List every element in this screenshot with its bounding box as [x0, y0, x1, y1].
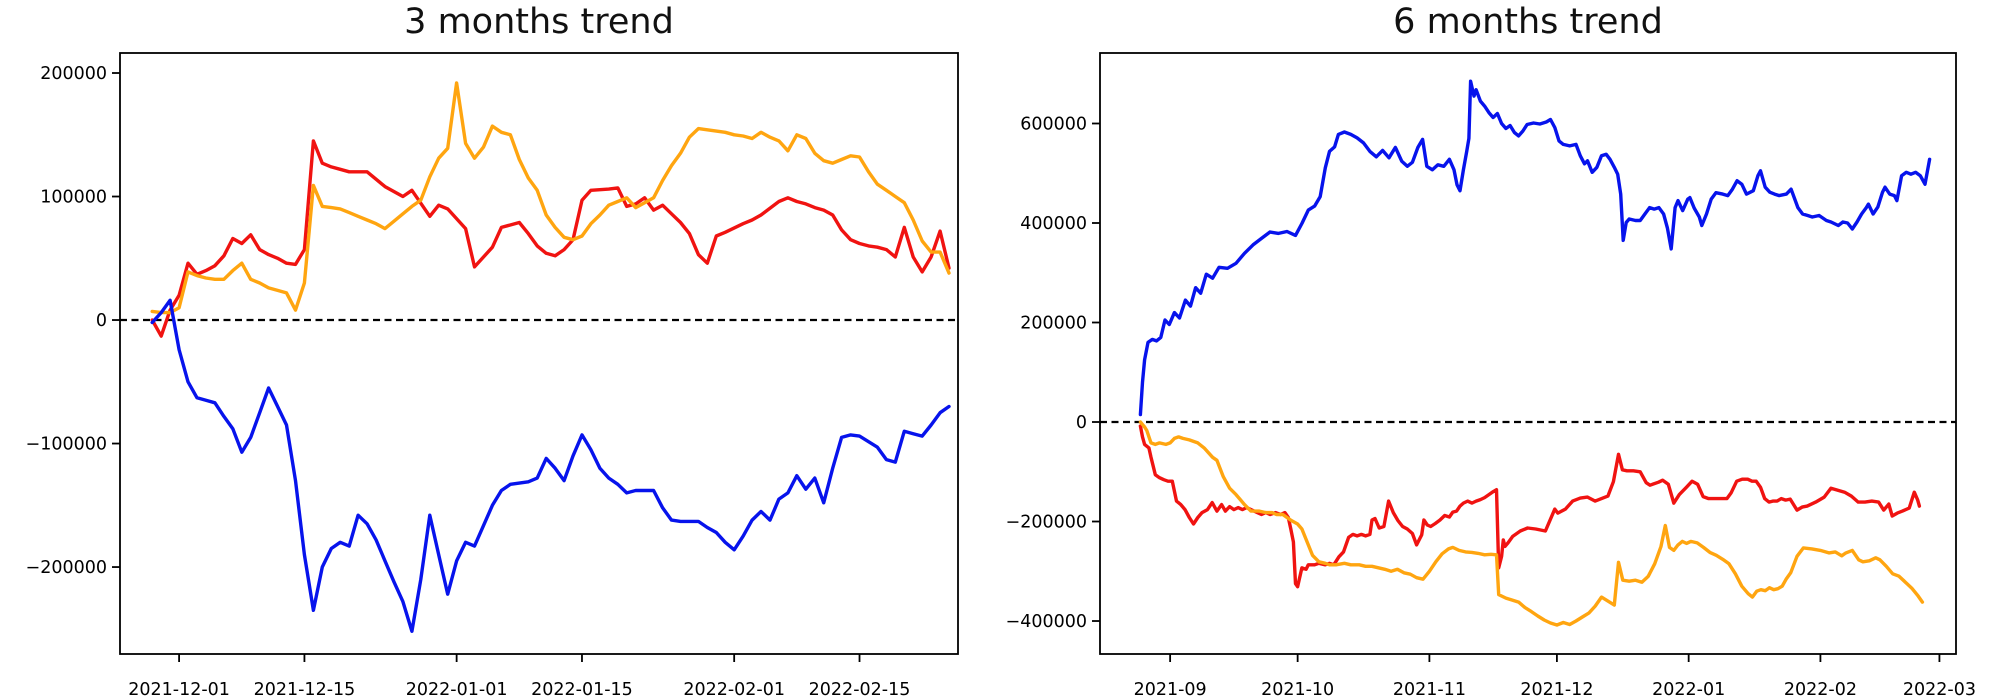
- y-tick-label: −200000: [26, 558, 107, 578]
- left-chart-title: 3 months trend: [404, 2, 674, 42]
- y-tick-label: 400000: [1020, 214, 1087, 234]
- blue-series-line: [1138, 79, 1932, 417]
- orange-series-line: [150, 81, 951, 315]
- y-tick-label: −400000: [1006, 612, 1087, 632]
- x-tick-label: 2021-09: [1134, 680, 1207, 700]
- x-tick-label: 2022-03: [1903, 680, 1976, 700]
- right-chart-title: 6 months trend: [1393, 2, 1663, 42]
- y-tick-label: 200000: [1020, 314, 1087, 334]
- red-series-line: [1138, 424, 1922, 589]
- x-tick-label: 2022-01-01: [406, 680, 508, 700]
- y-tick-label: 200000: [40, 64, 107, 84]
- x-tick-label: 2022-01: [1652, 680, 1725, 700]
- right-chart: 2021-09 2021-10 2021-11 2021-12 2022-01 2022-…: [1006, 52, 1976, 700]
- x-tick-label: 2022-02: [1784, 680, 1857, 700]
- x-tick-label: 2021-12-01: [128, 680, 230, 700]
- x-tick-label: 2021-11: [1393, 680, 1466, 700]
- y-tick-label: 600000: [1020, 114, 1087, 134]
- x-tick-label: 2021-12-15: [254, 680, 356, 700]
- plot-border: [119, 52, 959, 655]
- y-tick-label: 0: [1076, 413, 1087, 433]
- y-tick-label: 0: [96, 311, 107, 331]
- left-chart: 2021-12-01 2021-12-15 2022-01-01 2022-01-15…: [26, 52, 959, 700]
- orange-series-line: [1138, 420, 1925, 627]
- x-tick-label: 2021-10: [1261, 680, 1334, 700]
- red-series-line: [150, 139, 951, 338]
- x-tick-label: 2022-02-15: [809, 680, 911, 700]
- plot-border: [1099, 52, 1957, 655]
- y-tick-label: −200000: [1006, 513, 1087, 533]
- x-tick-label: 2021-12: [1520, 680, 1593, 700]
- x-tick-label: 2022-02-01: [683, 680, 785, 700]
- x-tick-label: 2022-01-15: [531, 680, 633, 700]
- y-tick-label: 100000: [40, 188, 107, 208]
- blue-series-line: [150, 298, 951, 633]
- y-tick-label: −100000: [26, 435, 107, 455]
